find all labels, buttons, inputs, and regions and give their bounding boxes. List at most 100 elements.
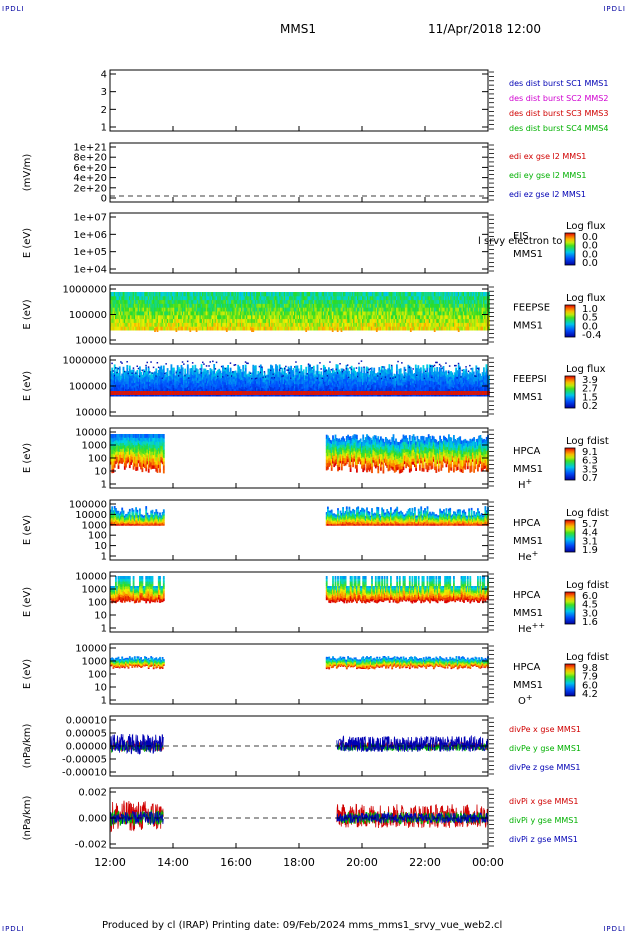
heatmap-cell	[120, 292, 122, 297]
heatmap-cell	[265, 311, 267, 316]
heatmap-cell	[189, 307, 192, 312]
heatmap-cell	[140, 318, 142, 323]
heatmap-cell	[320, 299, 323, 304]
heatmap-cell	[244, 311, 247, 316]
heatmap-cell	[135, 326, 137, 331]
heatmap-cell	[160, 318, 163, 323]
heatmap-cell	[280, 318, 282, 323]
heatmap-cell	[296, 314, 299, 320]
heatmap-cell	[161, 314, 164, 320]
heatmap-cell	[319, 292, 321, 297]
heatmap-cell	[123, 314, 126, 320]
heatmap-cell	[185, 292, 188, 297]
heatmap-cell	[310, 307, 313, 312]
heatmap-cell	[126, 299, 129, 304]
heatmap-cell	[212, 292, 214, 297]
heatmap-cell	[214, 326, 217, 331]
heatmap-cell	[324, 295, 326, 301]
heatmap-cell	[162, 314, 165, 320]
heatmap-cell	[147, 367, 150, 372]
heatmap-cell	[185, 311, 188, 316]
heatmap-cell	[127, 292, 130, 297]
heatmap-cell	[251, 322, 253, 327]
heatmap-cell	[345, 295, 348, 301]
heatmap-cell	[270, 311, 272, 316]
heatmap-cell	[357, 318, 359, 323]
heatmap-cell	[296, 292, 299, 297]
heatmap-cell	[209, 322, 212, 327]
heatmap-cell	[155, 311, 158, 316]
heatmap-cell	[181, 299, 184, 304]
heatmap-cell	[251, 299, 253, 304]
heatmap-cell	[178, 314, 180, 320]
heatmap-cell	[203, 292, 205, 297]
heatmap-cell	[125, 299, 127, 304]
heatmap-cell	[304, 318, 306, 323]
heatmap-cell	[272, 368, 275, 372]
heatmap-cell	[330, 311, 333, 316]
heatmap-cell	[276, 365, 279, 369]
heatmap-cell	[135, 314, 137, 320]
heatmap-cell	[136, 370, 139, 374]
heatmap-cell	[278, 369, 281, 371]
heatmap-cell	[144, 370, 146, 373]
heatmap-cell	[280, 314, 282, 320]
heatmap-cell	[173, 314, 175, 320]
heatmap-cell	[300, 322, 303, 327]
heatmap-cell	[281, 326, 284, 331]
heatmap-cell	[231, 326, 233, 331]
heatmap-cell	[205, 299, 208, 304]
heatmap-cell	[112, 292, 115, 297]
heatmap-cell	[155, 299, 158, 304]
heatmap-cell	[175, 314, 178, 320]
heatmap-cell	[154, 311, 156, 316]
heatmap-cell	[122, 299, 125, 304]
heatmap-cell	[227, 303, 229, 308]
heatmap-cell	[263, 318, 266, 323]
heatmap-cell	[322, 307, 325, 312]
heatmap-cell	[263, 303, 266, 308]
heatmap-cell	[237, 314, 240, 320]
heatmap-cell	[135, 372, 137, 374]
heatmap-cell	[121, 362, 123, 364]
heatmap-cell	[336, 295, 339, 301]
heatmap-cell	[190, 303, 193, 308]
heatmap-cell	[239, 326, 242, 331]
y-tick-label: 1e+05	[73, 247, 107, 258]
heatmap-cell	[155, 292, 158, 297]
heatmap-cell	[294, 292, 296, 297]
heatmap-cell	[212, 360, 214, 363]
heatmap-cell	[283, 307, 286, 312]
heatmap-cell	[150, 303, 153, 308]
heatmap-cell	[334, 318, 337, 323]
heatmap-cell	[212, 314, 214, 320]
heatmap-cell	[275, 311, 277, 316]
heatmap-cell	[144, 292, 146, 297]
heatmap-cell	[137, 307, 140, 312]
heatmap-cell	[290, 303, 292, 308]
heatmap-cell	[173, 292, 175, 297]
heatmap-cell	[346, 299, 349, 304]
heatmap-cell	[137, 322, 140, 327]
heatmap-cell	[173, 318, 175, 323]
heatmap-cell	[112, 307, 115, 312]
heatmap-cell	[346, 322, 349, 327]
heatmap-cell	[272, 373, 274, 375]
heatmap-cell	[241, 307, 243, 312]
heatmap-cell	[222, 314, 224, 320]
heatmap-cell	[320, 314, 323, 320]
heatmap-cell	[209, 318, 212, 323]
heatmap-cell	[296, 303, 299, 308]
heatmap-cell	[258, 322, 261, 327]
heatmap-cell	[263, 322, 266, 327]
heatmap-cell	[265, 326, 267, 331]
heatmap-cell	[310, 295, 313, 301]
heatmap-cell	[185, 295, 188, 301]
heatmap-cell	[162, 368, 165, 373]
heatmap-cell	[184, 326, 187, 331]
heatmap-cell	[145, 307, 148, 312]
heatmap-cell	[194, 303, 197, 308]
heatmap-cell	[330, 307, 333, 312]
heatmap-cell	[150, 299, 153, 304]
heatmap-cell	[328, 322, 330, 327]
